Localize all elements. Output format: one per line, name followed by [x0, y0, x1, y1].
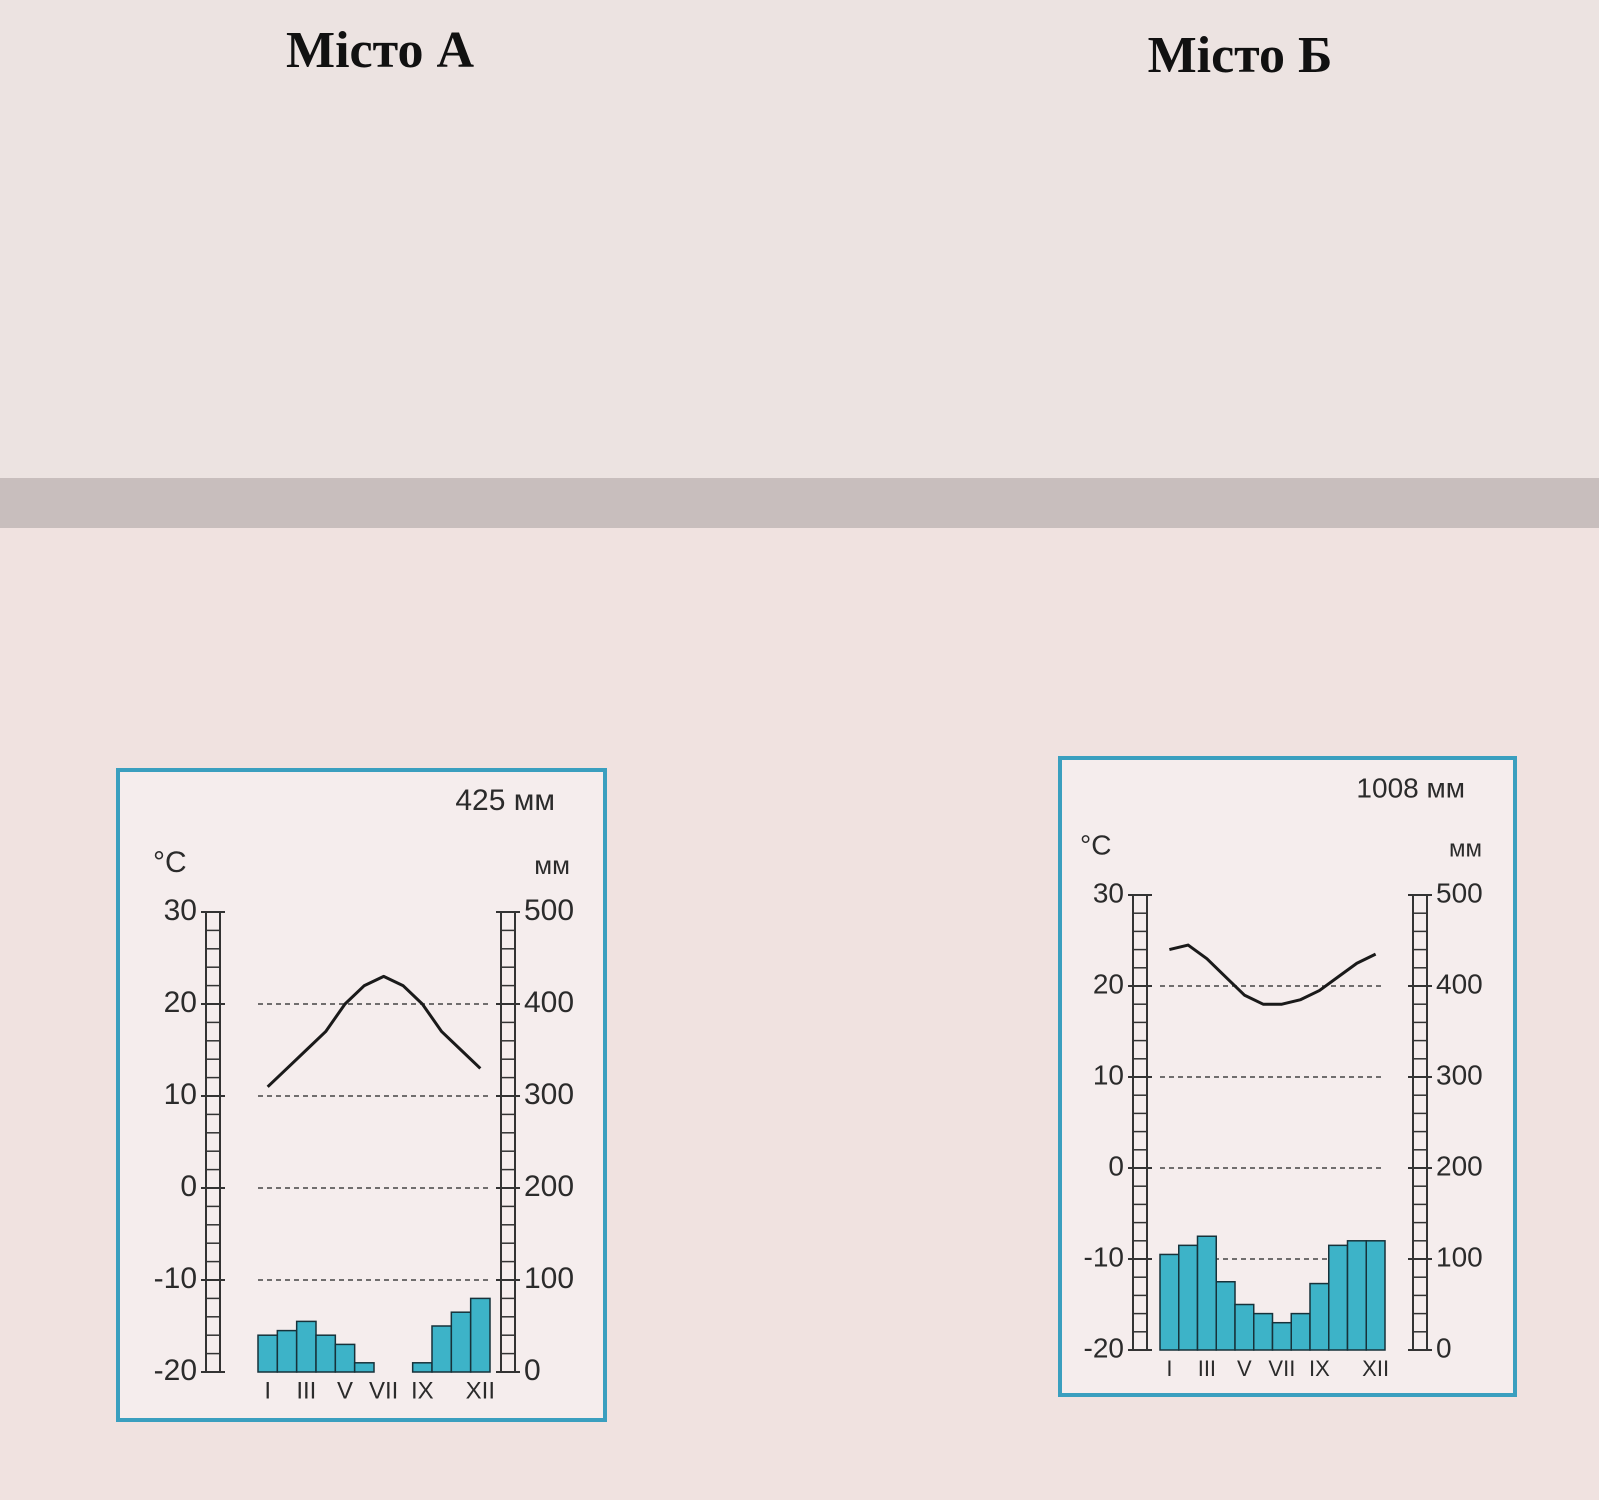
- y-tick-label: 0: [1108, 1150, 1124, 1181]
- y2-axis-unit: мм: [1449, 835, 1482, 862]
- precipitation-bar: [1159, 1253, 1180, 1351]
- x-tick-label: IX: [411, 1377, 434, 1404]
- y2-axis-unit: мм: [534, 850, 570, 880]
- y-tick-label: -10: [1084, 1241, 1124, 1272]
- y2-tick-label: 400: [524, 986, 574, 1019]
- precipitation-bar: [1178, 1244, 1199, 1351]
- y-tick-label: -20: [1084, 1332, 1124, 1363]
- precipitation-bar: [315, 1334, 337, 1373]
- y-tick-label: -10: [154, 1262, 197, 1295]
- x-tick-label: III: [296, 1377, 316, 1404]
- chart-title: Місто А: [286, 22, 474, 79]
- x-tick-label: VII: [369, 1377, 398, 1404]
- y2-tick-label: 300: [1436, 1059, 1483, 1090]
- precipitation-bar: [1234, 1303, 1255, 1351]
- y-tick-label: -20: [154, 1354, 197, 1387]
- total-annotation: 425 мм: [455, 784, 555, 817]
- precipitation-bar: [469, 1297, 491, 1373]
- precipitation-bar: [1309, 1282, 1330, 1351]
- precipitation-bar: [1328, 1244, 1349, 1351]
- precipitation-bar: [257, 1334, 279, 1373]
- x-tick-label: III: [1198, 1356, 1216, 1381]
- x-tick-label: XII: [1362, 1356, 1389, 1381]
- top-panel: [0, 0, 1599, 480]
- temperature-line: [1169, 943, 1377, 1006]
- y-tick-label: 10: [1093, 1059, 1124, 1090]
- precipitation-bar: [1365, 1240, 1386, 1351]
- y-tick-label: 0: [180, 1170, 197, 1203]
- precipitation-bar: [411, 1362, 433, 1373]
- x-tick-label: V: [337, 1377, 353, 1404]
- y2-tick-label: 0: [1436, 1332, 1452, 1363]
- x-tick-label: V: [1237, 1356, 1252, 1381]
- chart-title: Місто Б: [1148, 27, 1333, 84]
- x-tick-label: I: [1166, 1356, 1172, 1381]
- y2-tick-label: 100: [524, 1262, 574, 1295]
- precipitation-bar: [1271, 1321, 1292, 1351]
- precipitation-bar: [295, 1320, 317, 1373]
- chart-frame: [116, 768, 607, 1422]
- y2-tick-label: 400: [1436, 968, 1483, 999]
- precipitation-bar: [431, 1325, 453, 1373]
- y2-tick-label: 100: [1436, 1241, 1483, 1272]
- y2-tick-label: 200: [524, 1170, 574, 1203]
- precipitation-bar: [450, 1311, 472, 1373]
- temperature-line: [266, 974, 482, 1088]
- total-annotation: 1008 мм: [1356, 772, 1465, 803]
- x-tick-label: I: [264, 1377, 271, 1404]
- y-tick-label: 20: [1093, 968, 1124, 999]
- x-tick-label: IX: [1309, 1356, 1330, 1381]
- precipitation-bar: [334, 1343, 356, 1373]
- precipitation-bar: [1253, 1312, 1274, 1351]
- y-tick-label: 10: [164, 1078, 197, 1111]
- precipitation-bar: [1346, 1240, 1367, 1351]
- precipitation-bar: [353, 1362, 375, 1373]
- precipitation-bar: [1215, 1281, 1236, 1351]
- y2-tick-label: 300: [524, 1078, 574, 1111]
- divider-band: [0, 478, 1599, 528]
- x-tick-label: XII: [466, 1377, 495, 1404]
- precipitation-bar: [276, 1329, 298, 1373]
- y-tick-label: 30: [1093, 877, 1124, 908]
- x-tick-label: VII: [1268, 1356, 1295, 1381]
- y-tick-label: 20: [164, 986, 197, 1019]
- precipitation-bar: [1196, 1235, 1217, 1351]
- y-axis-unit: °C: [1080, 829, 1111, 860]
- y2-tick-label: 0: [524, 1354, 541, 1387]
- precipitation-bar: [1290, 1312, 1311, 1351]
- y-tick-label: 30: [164, 894, 197, 927]
- y2-tick-label: 500: [524, 894, 574, 927]
- y2-tick-label: 500: [1436, 877, 1483, 908]
- y-axis-unit: °C: [153, 846, 187, 879]
- y2-tick-label: 200: [1436, 1150, 1483, 1181]
